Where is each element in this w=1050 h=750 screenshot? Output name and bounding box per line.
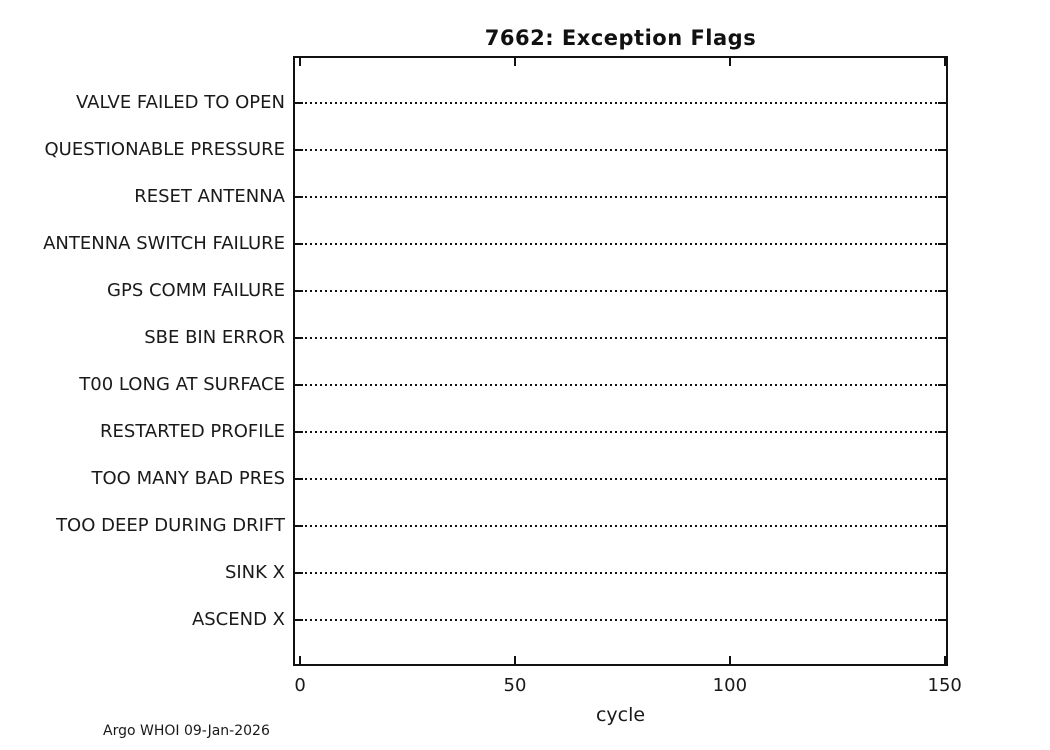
plot-area: [293, 56, 948, 666]
grid-line: [295, 102, 946, 104]
category-label: RESTARTED PROFILE: [100, 421, 285, 442]
y-tick-right: [938, 243, 946, 245]
category-label: ASCEND X: [191, 609, 285, 630]
y-tick-left: [295, 478, 303, 480]
category-label: GPS COMM FAILURE: [107, 280, 285, 301]
x-tick-top: [299, 58, 302, 66]
x-tick-top: [514, 58, 516, 66]
x-tick-label: 150: [927, 675, 962, 696]
category-label: QUESTIONABLE PRESSURE: [44, 139, 285, 160]
y-tick-left: [295, 290, 303, 292]
y-tick-left: [295, 431, 303, 433]
x-tick-bottom: [728, 656, 731, 664]
grid-line: [295, 337, 946, 339]
grid-line: [295, 572, 946, 574]
grid-line: [295, 525, 946, 527]
y-tick-right: [938, 290, 946, 292]
category-label: ANTENNA SWITCH FAILURE: [43, 233, 285, 254]
grid-line: [295, 619, 946, 621]
x-tick-label: 100: [712, 675, 748, 696]
category-label: TOO MANY BAD PRES: [91, 468, 285, 489]
figure-credit: Argo WHOI 09-Jan-2026: [103, 723, 270, 739]
category-label: T00 LONG AT SURFACE: [79, 374, 285, 395]
y-tick-left: [295, 196, 303, 198]
y-tick-left: [295, 337, 303, 339]
y-tick-right: [938, 102, 946, 104]
chart-title: 7662: Exception Flags: [484, 26, 757, 50]
x-tick-bottom: [943, 656, 946, 664]
y-tick-left: [295, 619, 303, 621]
y-tick-right: [938, 619, 946, 621]
grid-line: [295, 149, 946, 151]
x-tick-top: [943, 58, 946, 66]
grid-line: [295, 243, 946, 245]
grid-line: [295, 431, 946, 433]
x-tick-label: 50: [503, 675, 527, 696]
y-tick-right: [938, 384, 946, 386]
y-tick-right: [938, 431, 946, 433]
grid-line: [295, 196, 946, 198]
y-tick-right: [938, 478, 946, 480]
x-tick-bottom: [299, 656, 302, 664]
x-tick-top: [728, 58, 731, 66]
category-label: SINK X: [224, 562, 285, 583]
y-tick-left: [295, 525, 303, 527]
category-label: TOO DEEP DURING DRIFT: [56, 515, 285, 536]
y-tick-left: [295, 384, 303, 386]
y-tick-right: [938, 572, 946, 574]
y-tick-right: [938, 196, 946, 198]
x-tick-bottom: [514, 656, 516, 664]
category-label: RESET ANTENNA: [134, 186, 285, 207]
y-tick-right: [938, 337, 946, 339]
category-label: SBE BIN ERROR: [144, 327, 285, 348]
y-tick-left: [295, 102, 303, 104]
x-axis-label: cycle: [595, 704, 646, 726]
y-tick-left: [295, 149, 303, 151]
grid-line: [295, 478, 946, 480]
y-tick-left: [295, 572, 303, 574]
y-tick-right: [938, 525, 946, 527]
category-label: VALVE FAILED TO OPEN: [76, 92, 285, 113]
x-tick-label: 0: [294, 675, 306, 696]
y-tick-left: [295, 243, 303, 245]
y-tick-right: [938, 149, 946, 151]
grid-line: [295, 290, 946, 292]
grid-line: [295, 384, 946, 386]
